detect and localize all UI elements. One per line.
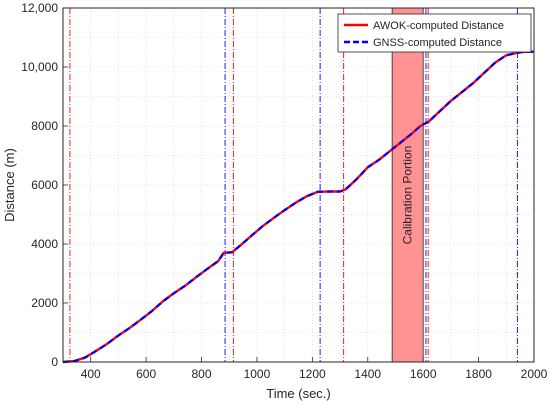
x-tick-label: 1000 [244, 367, 271, 381]
vertical-markers [69, 8, 518, 362]
legend-entry-awok: AWOK-computed Distance [373, 20, 504, 32]
x-axis-label: Time (sec.) [266, 386, 331, 401]
calibration-region: Calibration Portion [391, 7, 424, 363]
y-tick-label: 12,000 [21, 1, 58, 15]
y-tick-label: 6000 [31, 178, 58, 192]
y-tick-label: 2000 [31, 296, 58, 310]
y-axis-ticks: 0 2000 4000 6000 8000 10,000 12,000 [21, 1, 68, 369]
x-tick-label: 800 [192, 367, 212, 381]
series-line-1 [62, 50, 535, 364]
x-axis-ticks: 400 600 800 1000 1200 1400 1600 1800 2000 [81, 357, 548, 381]
legend-box [337, 13, 532, 53]
y-axis-label: Distance (m) [2, 148, 17, 222]
series-layer [62, 50, 535, 364]
y-tick-label: 8000 [31, 119, 58, 133]
x-tick-label: 1800 [465, 367, 492, 381]
y-tick-label: 4000 [31, 237, 58, 251]
series-line-0 [62, 50, 535, 364]
legend-entry-gnss: GNSS-computed Distance [373, 37, 502, 49]
calibration-label: Calibration Portion [401, 146, 415, 245]
y-tick-label: 0 [51, 355, 58, 369]
plot-frame [62, 7, 535, 363]
x-tick-label: 2000 [521, 367, 548, 381]
grid-lines [62, 7, 535, 363]
x-tick-label: 1400 [354, 367, 381, 381]
x-tick-label: 400 [81, 367, 101, 381]
y-tick-label: 10,000 [21, 60, 58, 74]
x-tick-label: 600 [136, 367, 156, 381]
legend: AWOK-computed Distance GNSS-computed Dis… [337, 13, 532, 53]
x-tick-label: 1200 [299, 367, 326, 381]
x-tick-label: 1600 [410, 367, 437, 381]
